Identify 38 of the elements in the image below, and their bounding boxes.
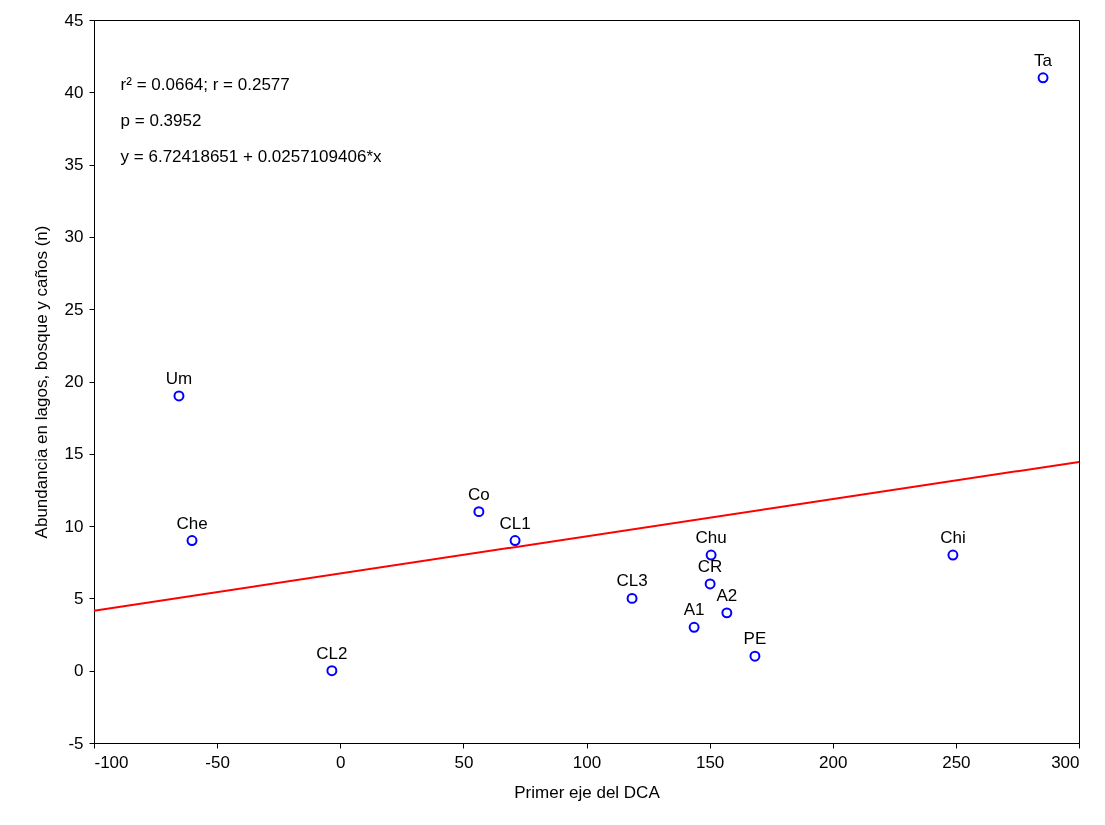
annotation: y = 6.72418651 + 0.0257109406*x bbox=[120, 147, 382, 167]
x-tick-label: 250 bbox=[942, 752, 971, 772]
y-tick-label: 25 bbox=[64, 299, 84, 319]
y-tick-label: 35 bbox=[64, 155, 84, 175]
annotation: A1 bbox=[683, 600, 705, 620]
y-tick-label: 45 bbox=[64, 10, 84, 30]
x-tick-label: 0 bbox=[336, 752, 346, 772]
annotation: A2 bbox=[716, 585, 738, 605]
annotation: Ta bbox=[1034, 50, 1053, 70]
x-tick-label: 50 bbox=[454, 752, 474, 772]
annotation: Um bbox=[165, 368, 193, 388]
annotation: p = 0.3952 bbox=[120, 111, 202, 131]
y-tick-label: -5 bbox=[68, 733, 84, 753]
y-tick-label: 15 bbox=[64, 444, 84, 464]
y-tick-label: 5 bbox=[74, 588, 84, 608]
annotation: CL3 bbox=[616, 571, 648, 591]
x-tick-label: -50 bbox=[205, 752, 230, 772]
x-tick-label: 200 bbox=[819, 752, 848, 772]
y-tick-label: 40 bbox=[64, 82, 84, 102]
annotation: CR bbox=[697, 556, 723, 576]
annotation: CL1 bbox=[499, 513, 531, 533]
y-tick-label: 20 bbox=[64, 372, 84, 391]
x-tick-label: 300 bbox=[1051, 752, 1080, 772]
y-axis-title: Abundancia en lagos, bosque y caños (n) bbox=[31, 225, 51, 539]
annotation: r² = 0.0664; r = 0.2577 bbox=[120, 75, 290, 95]
y-tick-label: 10 bbox=[64, 516, 84, 536]
annotation: Chi bbox=[940, 528, 966, 548]
y-tick-label: 30 bbox=[64, 227, 84, 247]
x-tick-label: 100 bbox=[572, 752, 602, 772]
x-tick-label: -100 bbox=[94, 752, 129, 772]
y-tick-label: 0 bbox=[74, 661, 84, 681]
annotation: Che bbox=[176, 513, 208, 533]
annotation: PE bbox=[743, 629, 767, 649]
annotation: Chu bbox=[695, 528, 727, 548]
annotation: CL2 bbox=[316, 643, 348, 663]
x-tick-label: 150 bbox=[695, 752, 725, 772]
annotation: Co bbox=[468, 484, 490, 504]
x-axis-title: Primer eje del DCA bbox=[514, 782, 661, 802]
